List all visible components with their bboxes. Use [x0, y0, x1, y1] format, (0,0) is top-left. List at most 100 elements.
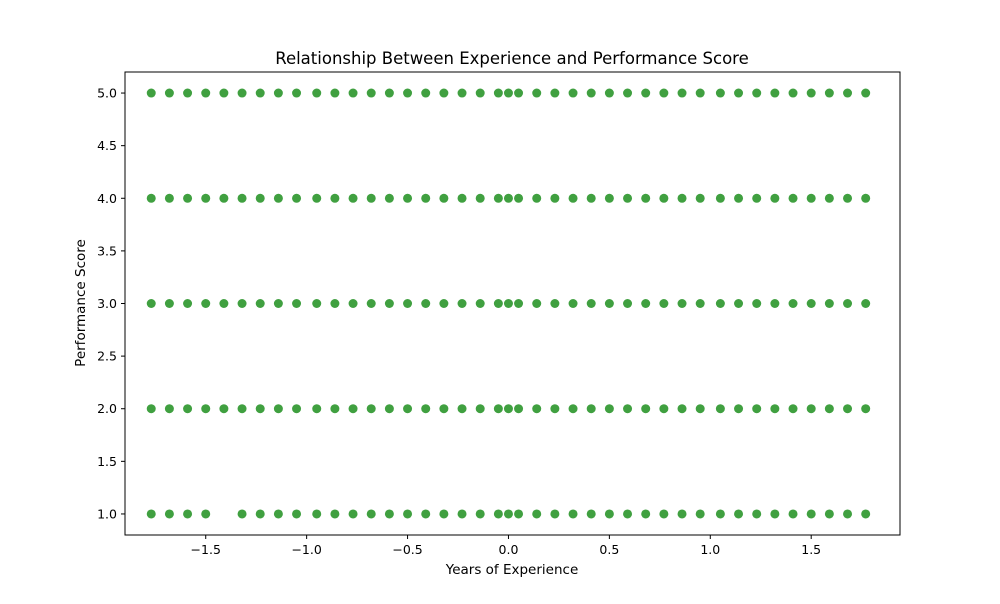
- scatter-point: [348, 193, 358, 203]
- scatter-point: [843, 404, 853, 414]
- scatter-point: [604, 299, 614, 308]
- scatter-point: [273, 88, 283, 98]
- scatter-point: [514, 88, 524, 98]
- scatter-point: [366, 509, 376, 519]
- scatter-point: [384, 193, 394, 203]
- scatter-point: [439, 88, 449, 98]
- scatter-point: [493, 88, 503, 98]
- scatter-point: [219, 404, 229, 414]
- y-tick-label: 3.5: [97, 243, 117, 258]
- y-tick-label: 5.0: [97, 86, 117, 101]
- scatter-point: [330, 509, 340, 519]
- scatter-point: [292, 193, 302, 203]
- scatter-point: [164, 193, 174, 203]
- scatter-point: [861, 299, 871, 308]
- scatter-point: [255, 88, 265, 98]
- scatter-point: [861, 404, 871, 414]
- scatter-point: [273, 509, 283, 519]
- scatter-point: [695, 404, 705, 414]
- scatter-point: [493, 193, 503, 203]
- scatter-point: [623, 509, 633, 519]
- scatter-point: [439, 404, 449, 414]
- scatter-point: [164, 404, 174, 414]
- scatter-point: [183, 404, 193, 414]
- scatter-point: [237, 299, 247, 308]
- scatter-point: [475, 193, 485, 203]
- scatter-point: [677, 509, 687, 519]
- scatter-point: [164, 509, 174, 519]
- scatter-point: [366, 404, 376, 414]
- scatter-point: [806, 404, 816, 414]
- scatter-point: [219, 193, 229, 203]
- scatter-point: [384, 404, 394, 414]
- scatter-point: [586, 509, 596, 519]
- scatter-point: [824, 88, 834, 98]
- scatter-point: [403, 404, 413, 414]
- scatter-point: [752, 404, 762, 414]
- scatter-point: [164, 299, 174, 308]
- y-tick-label: 1.0: [97, 506, 117, 521]
- scatter-point: [788, 193, 798, 203]
- scatter-point: [824, 404, 834, 414]
- scatter-point: [788, 299, 798, 308]
- scatter-point: [146, 299, 156, 308]
- scatter-point: [659, 509, 669, 519]
- scatter-point: [806, 299, 816, 308]
- scatter-point: [421, 88, 431, 98]
- scatter-point: [550, 88, 560, 98]
- scatter-point: [421, 299, 431, 308]
- x-axis-label: Years of Experience: [445, 562, 579, 578]
- x-axis-ticks: −1.5 −1.0 −0.5 0.0 0.5 1.0 1.5: [191, 535, 821, 557]
- scatter-point: [348, 88, 358, 98]
- scatter-point: [623, 404, 633, 414]
- points-layer: [146, 88, 871, 519]
- scatter-point: [514, 193, 524, 203]
- y-tick-label: 3.0: [97, 296, 117, 311]
- scatter-point: [348, 404, 358, 414]
- scatter-point: [403, 509, 413, 519]
- scatter-point: [457, 193, 467, 203]
- scatter-point: [312, 509, 322, 519]
- scatter-point: [514, 404, 524, 414]
- scatter-point: [715, 299, 725, 308]
- scatter-point: [734, 509, 744, 519]
- scatter-point: [255, 193, 265, 203]
- scatter-point: [273, 404, 283, 414]
- scatter-point: [677, 88, 687, 98]
- scatter-point: [237, 404, 247, 414]
- scatter-point: [604, 404, 614, 414]
- scatter-point: [493, 509, 503, 519]
- scatter-point: [146, 404, 156, 414]
- scatter-point: [503, 299, 513, 308]
- scatter-point: [475, 509, 485, 519]
- scatter-point: [503, 193, 513, 203]
- scatter-point: [493, 404, 503, 414]
- scatter-point: [348, 509, 358, 519]
- scatter-point: [641, 509, 651, 519]
- scatter-point: [659, 404, 669, 414]
- scatter-point: [439, 509, 449, 519]
- y-tick-label: 2.0: [97, 401, 117, 416]
- scatter-point: [734, 88, 744, 98]
- scatter-point: [421, 404, 431, 414]
- scatter-point: [403, 193, 413, 203]
- scatter-point: [843, 193, 853, 203]
- scatter-point: [183, 509, 193, 519]
- scatter-point: [292, 299, 302, 308]
- scatter-point: [623, 193, 633, 203]
- scatter-point: [824, 299, 834, 308]
- scatter-point: [568, 404, 578, 414]
- scatter-point: [475, 88, 485, 98]
- scatter-point: [292, 404, 302, 414]
- y-tick-label: 4.0: [97, 191, 117, 206]
- scatter-point: [752, 509, 762, 519]
- scatter-point: [788, 88, 798, 98]
- scatter-point: [586, 88, 596, 98]
- scatter-point: [715, 88, 725, 98]
- scatter-point: [788, 509, 798, 519]
- scatter-point: [384, 299, 394, 308]
- scatter-point: [659, 88, 669, 98]
- scatter-point: [695, 299, 705, 308]
- scatter-point: [843, 509, 853, 519]
